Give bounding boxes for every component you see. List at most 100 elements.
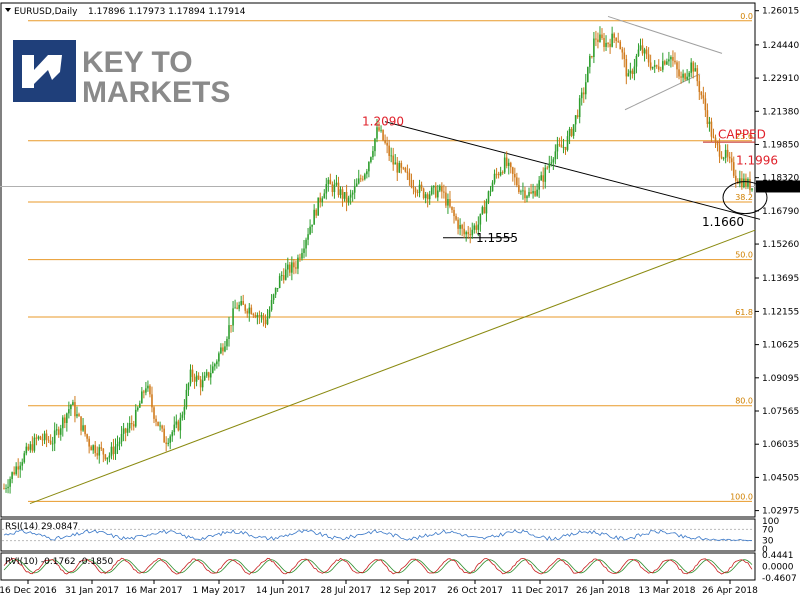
candle-body — [315, 209, 317, 216]
candle-body — [86, 434, 88, 439]
candle-body — [404, 167, 407, 172]
rsi-tick-label: 30 — [762, 537, 774, 547]
candle-body — [291, 262, 293, 273]
candle-body — [698, 81, 701, 92]
candle-body — [730, 158, 733, 163]
candle-body — [485, 201, 488, 214]
candle-body — [651, 66, 654, 69]
candle-body — [706, 110, 709, 125]
candle-body — [151, 394, 153, 408]
price-tick-label: 1.06035 — [762, 440, 799, 450]
candle-body — [552, 159, 555, 163]
candlesticks — [3, 26, 753, 494]
candle-body — [317, 197, 320, 216]
candle-body — [430, 187, 433, 195]
candle-body — [37, 436, 40, 439]
candle-body — [637, 49, 640, 56]
candle-body — [78, 414, 80, 417]
candle-body — [649, 62, 652, 69]
candle-body — [193, 376, 196, 382]
price-tick-label: 1.02975 — [762, 507, 799, 517]
candle-body — [189, 369, 192, 384]
candle-body — [236, 307, 238, 309]
candle-body — [680, 76, 682, 78]
candle-body — [355, 183, 358, 187]
time-tick-label: 13 Mar 2018 — [638, 586, 695, 596]
candle-body — [323, 193, 326, 199]
candle-body — [497, 173, 500, 176]
candle-body — [92, 445, 94, 451]
price-tick-label: 1.24440 — [762, 41, 799, 51]
candle-body — [53, 430, 56, 444]
candle-body — [64, 417, 66, 423]
candle-body — [607, 42, 609, 44]
candle-body — [256, 315, 259, 318]
candle-body — [743, 178, 745, 188]
price-tick-label: 1.19850 — [762, 140, 799, 150]
candle-body — [720, 156, 723, 159]
candle-body — [475, 225, 478, 230]
candle-body — [264, 319, 267, 325]
candle-body — [372, 151, 374, 158]
candle-body — [473, 225, 476, 230]
candle-body — [445, 192, 447, 206]
candle-body — [84, 425, 86, 435]
candle-body — [305, 239, 307, 249]
time-tick-label: 31 Jan 2017 — [65, 586, 119, 596]
candle-body — [434, 185, 437, 198]
candle-body — [505, 157, 508, 166]
candle-body — [390, 155, 392, 157]
candle-body — [376, 127, 378, 139]
candle-body — [580, 92, 583, 99]
candle-body — [655, 65, 658, 67]
candle-body — [207, 372, 210, 378]
candle-body — [343, 192, 346, 199]
candle-body — [503, 157, 506, 173]
candle-body — [347, 197, 350, 203]
candle-body — [526, 196, 528, 199]
candle-body — [443, 191, 445, 193]
candle-body — [280, 275, 283, 277]
candle-body — [3, 488, 5, 490]
candle-body — [248, 307, 251, 314]
candle-body — [199, 379, 202, 388]
candle-body — [597, 39, 599, 42]
candle-body — [268, 309, 271, 317]
candle-body — [234, 307, 236, 309]
candle-body — [270, 300, 273, 310]
candle-body — [627, 73, 630, 77]
candle-body — [566, 136, 569, 150]
candle-body — [678, 69, 680, 77]
candle-body — [297, 257, 299, 269]
candle-body — [179, 417, 182, 431]
candle-body — [481, 207, 484, 214]
candle-body — [726, 149, 729, 157]
candle-body — [244, 304, 247, 311]
candle-body — [238, 304, 240, 309]
candle-body — [76, 414, 78, 417]
candle-body — [82, 425, 84, 431]
candle-body — [690, 62, 692, 73]
fib-label-38.2: 38.2 — [735, 193, 753, 202]
candle-body — [728, 156, 731, 159]
candle-body — [301, 252, 303, 259]
candle-body — [674, 60, 676, 63]
candle-body — [400, 163, 403, 168]
candle-body — [7, 486, 9, 489]
rvi-main-line — [3, 557, 753, 575]
candle-body — [560, 144, 563, 148]
candle-body — [163, 428, 165, 443]
collapse-triangle-icon[interactable] — [5, 8, 11, 12]
time-tick-label: 26 Apr 2018 — [702, 586, 758, 596]
candle-body — [392, 155, 395, 165]
price-tick-label: 1.09095 — [762, 374, 799, 384]
candle-body — [106, 457, 109, 460]
candle-body — [15, 466, 17, 475]
candle-body — [710, 121, 713, 137]
candle-body — [734, 175, 737, 181]
candle-body — [645, 49, 648, 55]
rsi-panel-frame — [0, 518, 756, 552]
candle-body — [584, 82, 587, 95]
